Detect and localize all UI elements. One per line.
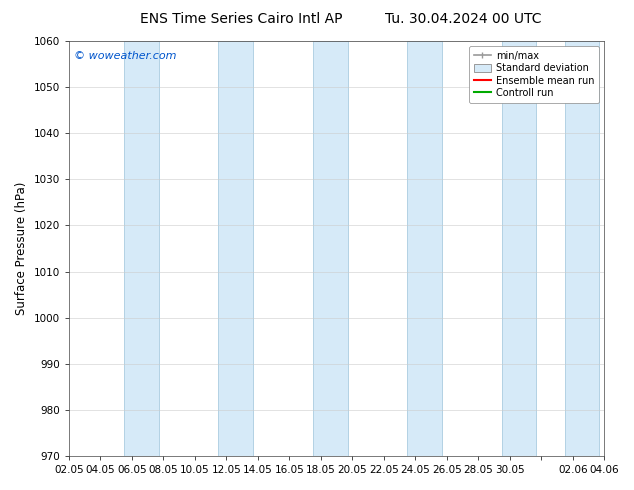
Text: ENS Time Series Cairo Intl AP: ENS Time Series Cairo Intl AP bbox=[139, 12, 342, 26]
Bar bbox=[408, 41, 442, 456]
Bar bbox=[313, 41, 347, 456]
Bar bbox=[565, 41, 600, 456]
Legend: min/max, Standard deviation, Ensemble mean run, Controll run: min/max, Standard deviation, Ensemble me… bbox=[469, 46, 599, 103]
Text: © woweather.com: © woweather.com bbox=[74, 51, 177, 61]
Bar bbox=[124, 41, 158, 456]
Bar bbox=[502, 41, 536, 456]
Bar bbox=[219, 41, 253, 456]
Text: Tu. 30.04.2024 00 UTC: Tu. 30.04.2024 00 UTC bbox=[385, 12, 541, 26]
Y-axis label: Surface Pressure (hPa): Surface Pressure (hPa) bbox=[15, 182, 28, 315]
